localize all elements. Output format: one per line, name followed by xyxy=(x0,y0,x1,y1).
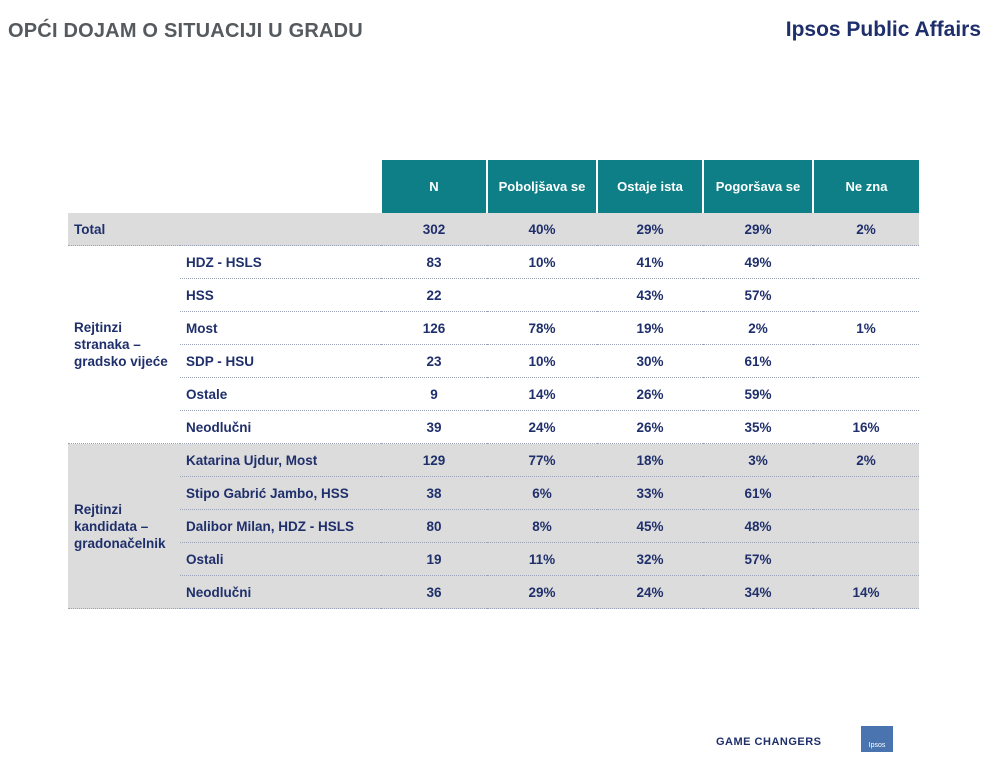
table-row-total: Total 302 40% 29% 29% 2% xyxy=(68,213,919,246)
cell-value: 14% xyxy=(813,575,919,609)
cell-value: 1% xyxy=(813,311,919,345)
cell-value: 43% xyxy=(597,278,703,312)
cell-value xyxy=(813,377,919,411)
footer-tagline: GAME CHANGERS xyxy=(716,736,822,748)
cell-value: 302 xyxy=(381,213,487,246)
row-label: Dalibor Milan, HDZ - HSLS xyxy=(180,509,381,543)
row-label: Ostali xyxy=(180,542,381,576)
ipsos-logo-icon: Ipsos xyxy=(861,726,893,752)
cell-value: 33% xyxy=(597,476,703,510)
cell-value: 19 xyxy=(381,542,487,576)
cell-value: 3% xyxy=(703,443,813,477)
row-label: Neodlučni xyxy=(180,575,381,609)
cell-value: 26% xyxy=(597,377,703,411)
cell-value: 45% xyxy=(597,509,703,543)
table-row: SDP - HSU 23 10% 30% 61% xyxy=(68,344,919,378)
cell-value: 126 xyxy=(381,311,487,345)
cell-value: 14% xyxy=(487,377,597,411)
cell-value: 40% xyxy=(487,213,597,246)
cell-value: 22 xyxy=(381,278,487,312)
cell-value: 129 xyxy=(381,443,487,477)
cell-value xyxy=(813,476,919,510)
cell-value xyxy=(813,245,919,279)
cell-value: 11% xyxy=(487,542,597,576)
cell-value xyxy=(487,278,597,312)
cell-value: 24% xyxy=(487,410,597,444)
cell-value: 61% xyxy=(703,476,813,510)
cell-value: 35% xyxy=(703,410,813,444)
cell-value: 2% xyxy=(813,213,919,246)
cell-value: 8% xyxy=(487,509,597,543)
cell-value: 2% xyxy=(703,311,813,345)
table-row: Neodlučni 39 24% 26% 35% 16% xyxy=(68,410,919,444)
cell-value: 34% xyxy=(703,575,813,609)
row-label: Stipo Gabrić Jambo, HSS xyxy=(180,476,381,510)
cell-value xyxy=(813,509,919,543)
table-row: Ostale 9 14% 26% 59% xyxy=(68,377,919,411)
column-header-dont-know: Ne zna xyxy=(812,160,919,213)
row-label: Total xyxy=(68,213,381,246)
cell-value: 26% xyxy=(597,410,703,444)
row-label: SDP - HSU xyxy=(180,344,381,378)
cell-value: 9 xyxy=(381,377,487,411)
cell-value: 41% xyxy=(597,245,703,279)
cell-value: 57% xyxy=(703,278,813,312)
results-table: N Poboljšava se Ostaje ista Pogoršava se… xyxy=(68,160,919,609)
row-label: Katarina Ujdur, Most xyxy=(180,443,381,477)
page-title: OPĆI DOJAM O SITUACIJI U GRADU xyxy=(8,20,363,42)
table-row: Most 126 78% 19% 2% 1% xyxy=(68,311,919,345)
cell-value: 78% xyxy=(487,311,597,345)
cell-value: 29% xyxy=(597,213,703,246)
table-row: Rejtinzi stranaka – gradsko vijeće HDZ -… xyxy=(68,245,919,444)
cell-value: 6% xyxy=(487,476,597,510)
cell-value: 29% xyxy=(703,213,813,246)
table-row: Stipo Gabrić Jambo, HSS 38 6% 33% 61% xyxy=(68,476,919,510)
group-label-candidates: Rejtinzi kandidata – gradonačelnik xyxy=(68,443,180,609)
cell-value: 57% xyxy=(703,542,813,576)
cell-value: 24% xyxy=(597,575,703,609)
table-row: Rejtinzi kandidata – gradonačelnik Katar… xyxy=(68,443,919,609)
cell-value: 29% xyxy=(487,575,597,609)
cell-value: 36 xyxy=(381,575,487,609)
row-label: HDZ - HSLS xyxy=(180,245,381,279)
row-label: Ostale xyxy=(180,377,381,411)
cell-value: 18% xyxy=(597,443,703,477)
cell-value: 2% xyxy=(813,443,919,477)
cell-value: 80 xyxy=(381,509,487,543)
row-label: Most xyxy=(180,311,381,345)
cell-value: 23 xyxy=(381,344,487,378)
group-label-parties: Rejtinzi stranaka – gradsko vijeće xyxy=(68,245,180,444)
column-header-improving: Poboljšava se xyxy=(486,160,597,213)
cell-value: 39 xyxy=(381,410,487,444)
table-row: Neodlučni 36 29% 24% 34% 14% xyxy=(68,575,919,609)
cell-value: 48% xyxy=(703,509,813,543)
cell-value: 19% xyxy=(597,311,703,345)
column-header-same: Ostaje ista xyxy=(596,160,703,213)
cell-value: 77% xyxy=(487,443,597,477)
table-header-row: N Poboljšava se Ostaje ista Pogoršava se… xyxy=(68,160,919,213)
column-header-n: N xyxy=(380,160,487,213)
cell-value: 61% xyxy=(703,344,813,378)
cell-value: 10% xyxy=(487,344,597,378)
row-label: HSS xyxy=(180,278,381,312)
cell-value: 32% xyxy=(597,542,703,576)
cell-value: 83 xyxy=(381,245,487,279)
column-header-worsening: Pogoršava se xyxy=(702,160,813,213)
cell-value: 49% xyxy=(703,245,813,279)
cell-value xyxy=(813,542,919,576)
cell-value: 16% xyxy=(813,410,919,444)
table-row: Ostali 19 11% 32% 57% xyxy=(68,542,919,576)
brand-logo-text: Ipsos Public Affairs xyxy=(785,18,981,41)
cell-value: 10% xyxy=(487,245,597,279)
cell-value: 38 xyxy=(381,476,487,510)
table-row: Dalibor Milan, HDZ - HSLS 80 8% 45% 48% xyxy=(68,509,919,543)
cell-value: 30% xyxy=(597,344,703,378)
cell-value xyxy=(813,344,919,378)
row-label: Neodlučni xyxy=(180,410,381,444)
table-row: HSS 22 43% 57% xyxy=(68,278,919,312)
cell-value: 59% xyxy=(703,377,813,411)
cell-value xyxy=(813,278,919,312)
